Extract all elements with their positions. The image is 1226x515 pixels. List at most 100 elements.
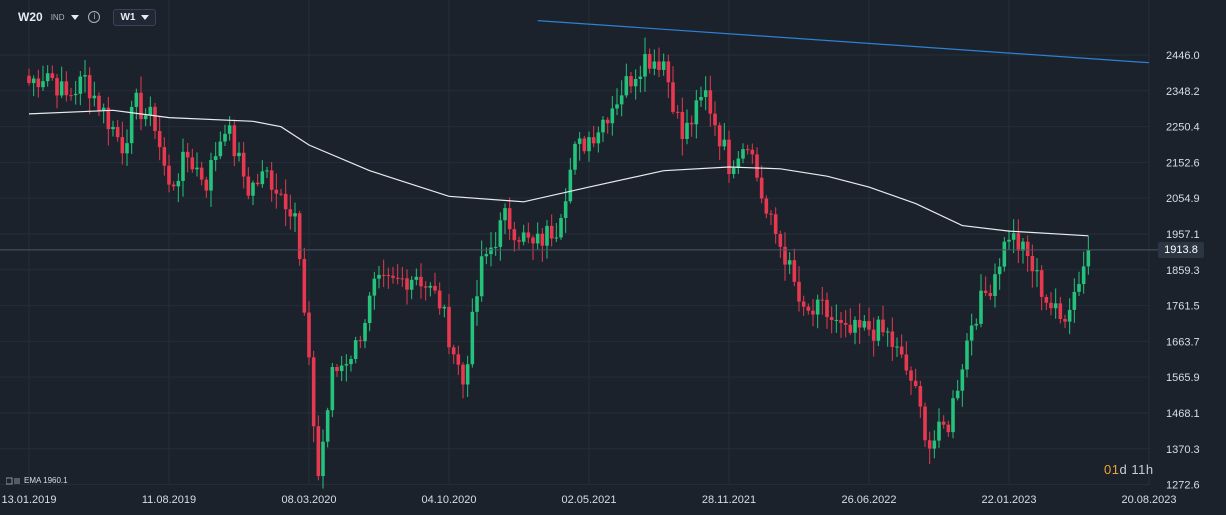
candle-body: [899, 346, 904, 355]
candle-body: [321, 441, 325, 477]
candle-body: [171, 184, 176, 187]
candle-body: [811, 310, 815, 315]
y-tick-label: 2250.4: [1166, 122, 1200, 134]
candle-body: [671, 82, 675, 112]
x-tick-label: 20.08.2023: [1121, 494, 1176, 506]
candle-body: [269, 170, 274, 190]
symbol-dropdown-icon[interactable]: [71, 14, 80, 20]
candle-body: [353, 340, 358, 359]
candle-body: [666, 61, 671, 83]
info-icon[interactable]: i: [88, 11, 101, 23]
candle-body: [619, 95, 624, 105]
candle-body: [260, 171, 265, 185]
candle-body: [461, 364, 465, 385]
candle-body: [414, 276, 419, 280]
y-tick-label: 1663.7: [1166, 336, 1200, 348]
candle-body: [839, 319, 843, 323]
candle-body: [409, 279, 414, 290]
candle-body: [92, 95, 97, 99]
candle-body: [680, 111, 685, 139]
candle-body: [797, 281, 801, 302]
y-tick-label: 1468.1: [1166, 408, 1200, 420]
candle-body: [647, 54, 652, 69]
candle-body: [377, 274, 381, 279]
symbol-label[interactable]: W20: [18, 10, 43, 24]
candle-body: [708, 90, 713, 114]
candle-body: [1011, 233, 1016, 240]
candle-body: [475, 296, 479, 312]
candle-body: [815, 299, 820, 315]
candle-body: [437, 290, 442, 309]
candle-body: [881, 319, 885, 333]
y-tick-label: 2348.2: [1166, 86, 1200, 98]
candle-body: [703, 90, 708, 98]
candle-body: [176, 180, 181, 187]
candle-body: [400, 278, 405, 280]
candle-body: [27, 75, 31, 84]
candle-body: [727, 139, 731, 175]
candle-body: [829, 317, 834, 321]
ema-line: [28, 109, 1089, 237]
candle-body: [503, 208, 507, 221]
candle-body: [97, 95, 101, 111]
x-tick-label: 28.11.2021: [702, 494, 756, 506]
x-tick-label: 11.08.2019: [142, 494, 196, 506]
candle-body: [190, 157, 195, 170]
candle-body: [605, 119, 610, 124]
candle-body: [624, 76, 629, 96]
timeframe-select[interactable]: W1: [113, 8, 157, 26]
candle-body: [423, 286, 428, 288]
candle-body: [937, 421, 941, 441]
candle-body: [339, 365, 344, 372]
candle-body: [549, 225, 554, 239]
candle-body: [302, 259, 307, 313]
candle-body: [185, 151, 190, 158]
candle-body: [876, 319, 881, 341]
candle-body: [279, 193, 283, 195]
candle-body: [209, 160, 213, 191]
candle-body: [965, 340, 969, 370]
candle-body: [465, 364, 470, 385]
y-tick-label: 1272.6: [1166, 480, 1200, 492]
candle-body: [307, 312, 311, 358]
candle-body: [335, 366, 339, 372]
candle-body: [433, 285, 437, 291]
candle-body: [405, 278, 409, 290]
candle-body: [237, 152, 241, 157]
x-tick-label: 22.01.2023: [981, 494, 1036, 506]
candle-body: [685, 122, 689, 139]
candle-body: [167, 165, 171, 185]
candle-body: [988, 292, 993, 297]
candle-body: [367, 295, 372, 323]
candle-body: [181, 151, 185, 181]
candle-body: [512, 229, 517, 241]
candle-body: [213, 156, 218, 161]
candle-body: [834, 319, 839, 321]
candle-body: [717, 125, 722, 147]
chevron-down-icon: [141, 14, 150, 20]
candle-body: [741, 149, 745, 159]
candle-body: [941, 421, 946, 425]
indicator-settings-icon[interactable]: [6, 477, 20, 485]
candle-body: [251, 182, 255, 196]
candle-body: [787, 260, 792, 265]
candle-body: [325, 410, 330, 442]
candle-body: [1030, 255, 1035, 272]
candle-body: [31, 78, 36, 84]
candle-body: [101, 107, 106, 111]
candle-body: [363, 322, 367, 342]
candle-body: [1044, 296, 1049, 303]
candle-body: [773, 214, 778, 235]
ema-legend[interactable]: EMA 1960.1: [6, 476, 68, 485]
candle-body: [974, 323, 979, 326]
candle-body: [1063, 319, 1067, 322]
candle-body: [997, 266, 1002, 275]
candle-body: [381, 274, 386, 276]
candle-body: [871, 329, 876, 341]
ema-legend-label: EMA 1960.1: [24, 476, 68, 485]
candle-body: [792, 260, 797, 282]
candle-body: [904, 354, 909, 371]
candle-body: [983, 290, 988, 293]
candle-body: [255, 182, 260, 185]
